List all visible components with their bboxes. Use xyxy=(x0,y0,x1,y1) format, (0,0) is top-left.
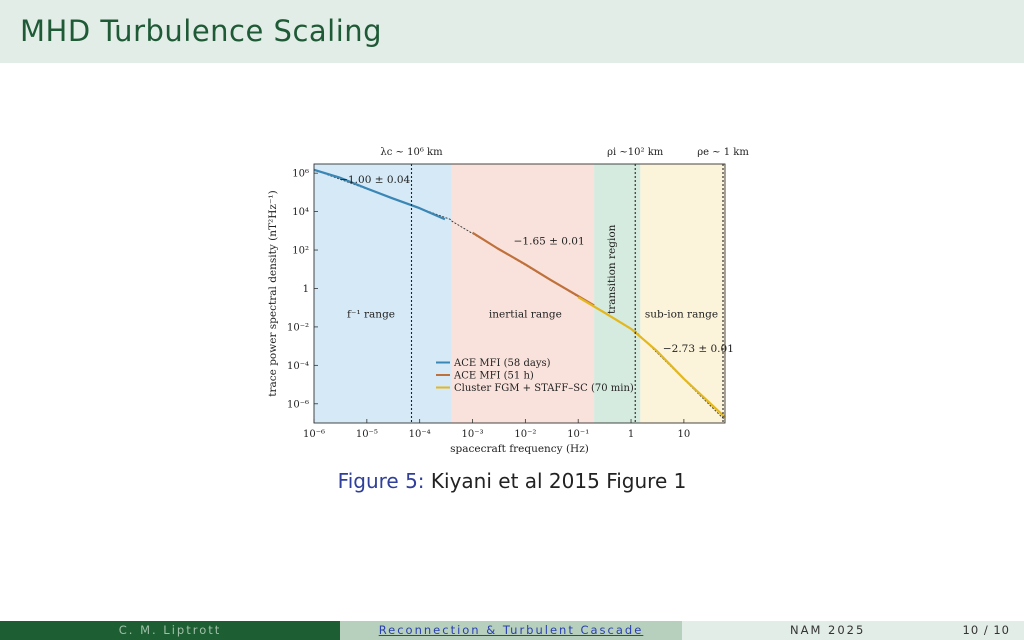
y-axis-label: trace power spectral density (nT²Hz⁻¹) xyxy=(267,190,279,396)
footer-page-number: 10 / 10 xyxy=(962,623,1010,637)
region-label: inertial range xyxy=(489,309,562,321)
axes: 10⁻⁶ 10⁻⁵ 10⁻⁴ 10⁻³ 10⁻² 10⁻¹ 1 10 10⁶ 10⁴ 10² 1 10⁻… xyxy=(267,163,726,455)
slide-header: MHD Turbulence Scaling xyxy=(0,0,1024,63)
series-line xyxy=(313,168,446,221)
legend: ACE MFI (58 days) ACE MFI (51 h)Cluster F… xyxy=(436,358,634,394)
x-tick-label: 10⁻¹ xyxy=(567,429,589,440)
x-tick-label: 10⁻⁵ xyxy=(356,429,378,440)
slope-annotation: −1.65 ± 0.01 xyxy=(514,235,585,247)
region-label: f⁻¹ range xyxy=(347,309,395,321)
scale-markers: λc ~ 10⁶ km ρi ~10² km ρe ~ 1 km xyxy=(380,147,749,423)
footer-info: NAM 2025 10 / 10 xyxy=(682,621,1024,640)
y-tick-label: 10⁶ xyxy=(292,169,309,180)
region-shading xyxy=(314,164,725,423)
y-tick-label: 10² xyxy=(292,246,309,257)
footer-conference: NAM 2025 xyxy=(790,623,866,637)
x-tick-label: 10⁻³ xyxy=(462,429,484,440)
series-line xyxy=(577,296,726,419)
region-band xyxy=(640,164,725,423)
x-axis-label: spacecraft frequency (Hz) xyxy=(450,443,589,455)
slide-title: MHD Turbulence Scaling xyxy=(20,14,383,48)
slope-annotation: −2.73 ± 0.01 xyxy=(663,343,734,355)
caption-label: Figure 5: xyxy=(337,469,425,493)
region-band xyxy=(314,164,452,423)
x-tick-label: 10⁻⁴ xyxy=(409,429,431,440)
series-lines xyxy=(313,168,726,419)
y-tick-label: 10⁻² xyxy=(287,322,309,333)
plot-frame xyxy=(313,163,726,424)
y-tick-label: 10⁻⁶ xyxy=(287,399,309,410)
slope-annotation: −1.00 ± 0.04 xyxy=(339,174,410,186)
x-tick-label: 1 xyxy=(628,429,634,440)
scale-marker-label: ρe ~ 1 km xyxy=(697,147,749,158)
y-tick-label: 1 xyxy=(303,284,309,295)
region-band xyxy=(594,164,641,423)
legend-entry: ACE MFI (51 h) xyxy=(453,371,534,382)
scale-marker-label: λc ~ 10⁶ km xyxy=(380,147,443,158)
region-label: sub-ion range xyxy=(645,309,718,321)
footer-talk-title-link[interactable]: Reconnection & Turbulent Cascade xyxy=(340,621,682,640)
spectrum-figure: λc ~ 10⁶ km ρi ~10² km ρe ~ 1 km 10⁻⁶ 10⁻⁵ 1… xyxy=(267,147,749,455)
x-tick-label: 10 xyxy=(678,429,691,440)
figure-caption: Figure 5: Kiyani et al 2015 Figure 1 xyxy=(0,469,1024,493)
y-tick-label: 10⁴ xyxy=(292,207,309,218)
region-label: transition region xyxy=(606,224,618,314)
footer-author: C. M. Liptrott xyxy=(0,621,340,640)
region-band xyxy=(451,164,595,423)
legend-entry: Cluster FGM + STAFF–SC (70 min) xyxy=(454,383,634,394)
y-tick-label: 10⁻⁴ xyxy=(287,361,309,372)
caption-text: Kiyani et al 2015 Figure 1 xyxy=(430,469,687,493)
chart-labels: f⁻¹ range inertial range transition region… xyxy=(339,174,734,355)
footer-bar: C. M. Liptrott Reconnection & Turbulent … xyxy=(0,621,1024,640)
x-tick-label: 10⁻⁶ xyxy=(303,429,325,440)
scale-marker-label: ρi ~10² km xyxy=(607,147,664,158)
legend-entry: ACE MFI (58 days) xyxy=(453,358,551,369)
x-tick-label: 10⁻² xyxy=(514,429,536,440)
